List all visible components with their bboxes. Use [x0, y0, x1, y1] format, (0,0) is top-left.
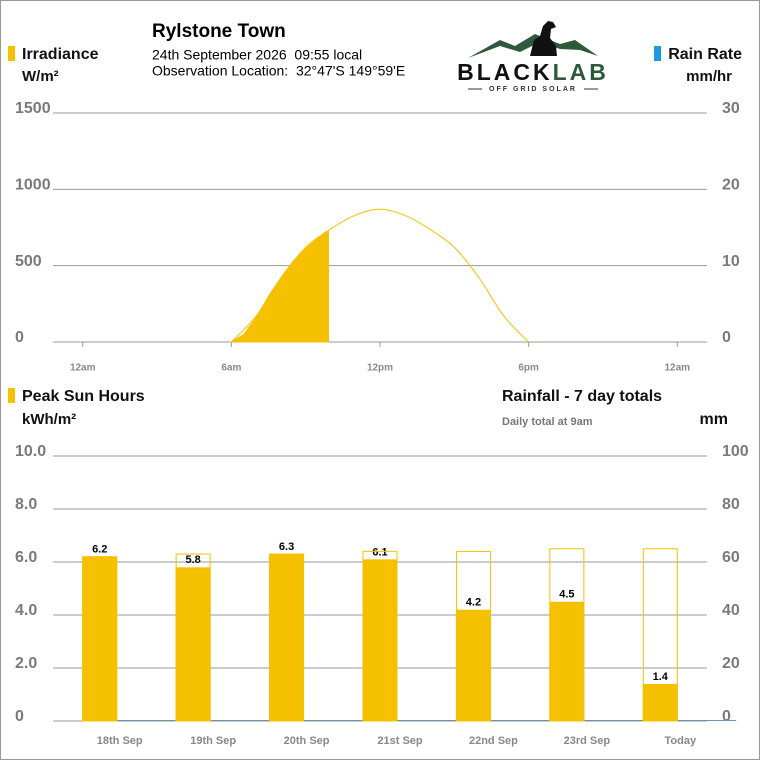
- x-tick-label: 6pm: [518, 363, 539, 374]
- y-axis-label: kWh/m²: [22, 411, 76, 428]
- rain-bar: [304, 720, 363, 721]
- y2-tick-label: 60: [722, 549, 740, 566]
- bar: [362, 559, 398, 721]
- value-label: 4.5: [559, 589, 574, 601]
- forecast-outline: [549, 548, 585, 722]
- bar: [269, 554, 305, 721]
- forecast-outline: [455, 550, 491, 722]
- y2-axis-label: mm: [700, 411, 728, 428]
- x-tick-label: 21st Sep: [377, 735, 423, 747]
- y-tick-label: 0: [15, 708, 24, 725]
- y2-tick-label: 20: [722, 655, 740, 672]
- y-tick-label: 0: [15, 329, 24, 346]
- rainfall-subtitle: Daily total at 9am: [502, 416, 593, 428]
- forecast-outline: [642, 548, 678, 722]
- bar: [455, 609, 491, 721]
- y2-tick-label: 10: [722, 253, 740, 270]
- bar: [642, 683, 678, 721]
- location: Observation Location: 32°47'S 149°59'E: [152, 63, 405, 79]
- x-tick-label: 12am: [664, 363, 690, 374]
- value-label: 5.8: [185, 554, 200, 566]
- y-tick-label: 4.0: [15, 602, 37, 619]
- y-tick-label: 10.0: [15, 443, 46, 460]
- legend-swatch: [654, 46, 661, 61]
- y-tick-label: 500: [15, 253, 42, 270]
- legend-swatch: [8, 388, 15, 403]
- legend-swatch: [8, 46, 15, 61]
- rain-bar: [677, 720, 737, 721]
- x-tick-label: 6am: [221, 363, 241, 374]
- station-title: Rylstone Town: [152, 21, 286, 42]
- y-tick-label: 1500: [15, 100, 51, 117]
- bar: [549, 601, 585, 721]
- legend-rain-rate: Rain Rate: [668, 46, 742, 63]
- x-tick-label: Today: [664, 735, 696, 747]
- y2-tick-label: 0: [722, 708, 731, 725]
- value-label: 6.2: [92, 544, 107, 556]
- x-tick-label: 20th Sep: [284, 735, 330, 747]
- y2-tick-label: 100: [722, 443, 749, 460]
- bar: [82, 556, 118, 721]
- value-label: 4.2: [466, 597, 481, 609]
- datetime: 24th September 2026 09:55 local: [152, 47, 362, 63]
- y2-tick-label: 40: [722, 602, 740, 619]
- x-tick-label: 18th Sep: [97, 735, 143, 747]
- logo-black: BLACK: [457, 59, 553, 85]
- y-tick-label: 6.0: [15, 549, 37, 566]
- bar: [175, 567, 211, 721]
- y2-tick-label: 0: [722, 329, 731, 346]
- logo-tagline: OFF GRID SOLAR: [489, 86, 577, 93]
- y2-axis-label: mm/hr: [686, 68, 732, 85]
- rain-bar: [490, 720, 550, 721]
- rain-bar: [584, 720, 643, 721]
- y2-tick-label: 20: [722, 177, 740, 194]
- value-label: 6.1: [372, 546, 387, 558]
- forecast-outline: [362, 550, 398, 722]
- y-tick-label: 8.0: [15, 496, 37, 513]
- rain-bar: [397, 720, 456, 721]
- x-tick-label: 23rd Sep: [564, 735, 611, 747]
- y2-tick-label: 80: [722, 496, 740, 513]
- rain-bar: [210, 720, 270, 721]
- logo-lab: LAB: [553, 59, 609, 85]
- logo: BLACKLAB OFF GRID SOLAR: [457, 21, 609, 93]
- y-tick-label: 2.0: [15, 655, 37, 672]
- forecast-outline: [82, 556, 118, 722]
- value-label: 1.4: [653, 671, 669, 683]
- irradiance-curve: [231, 208, 529, 343]
- x-tick-label: 12am: [70, 363, 96, 374]
- legend-peak-sun: Peak Sun Hours: [22, 388, 145, 405]
- x-tick-label: 22nd Sep: [469, 735, 518, 747]
- forecast-outline: [175, 553, 211, 722]
- logo-text: BLACKLAB: [457, 59, 609, 85]
- rainfall-title: Rainfall - 7 day totals: [502, 388, 662, 405]
- legend-irradiance: Irradiance: [22, 46, 99, 63]
- forecast-outline: [269, 553, 305, 722]
- y2-tick-label: 30: [722, 100, 740, 117]
- y-tick-label: 1000: [15, 177, 51, 194]
- y-axis-label: W/m²: [22, 68, 59, 85]
- value-label: 6.3: [279, 541, 294, 553]
- x-tick-label: 12pm: [367, 363, 393, 374]
- x-tick-label: 19th Sep: [190, 735, 236, 747]
- rain-bar: [117, 720, 176, 721]
